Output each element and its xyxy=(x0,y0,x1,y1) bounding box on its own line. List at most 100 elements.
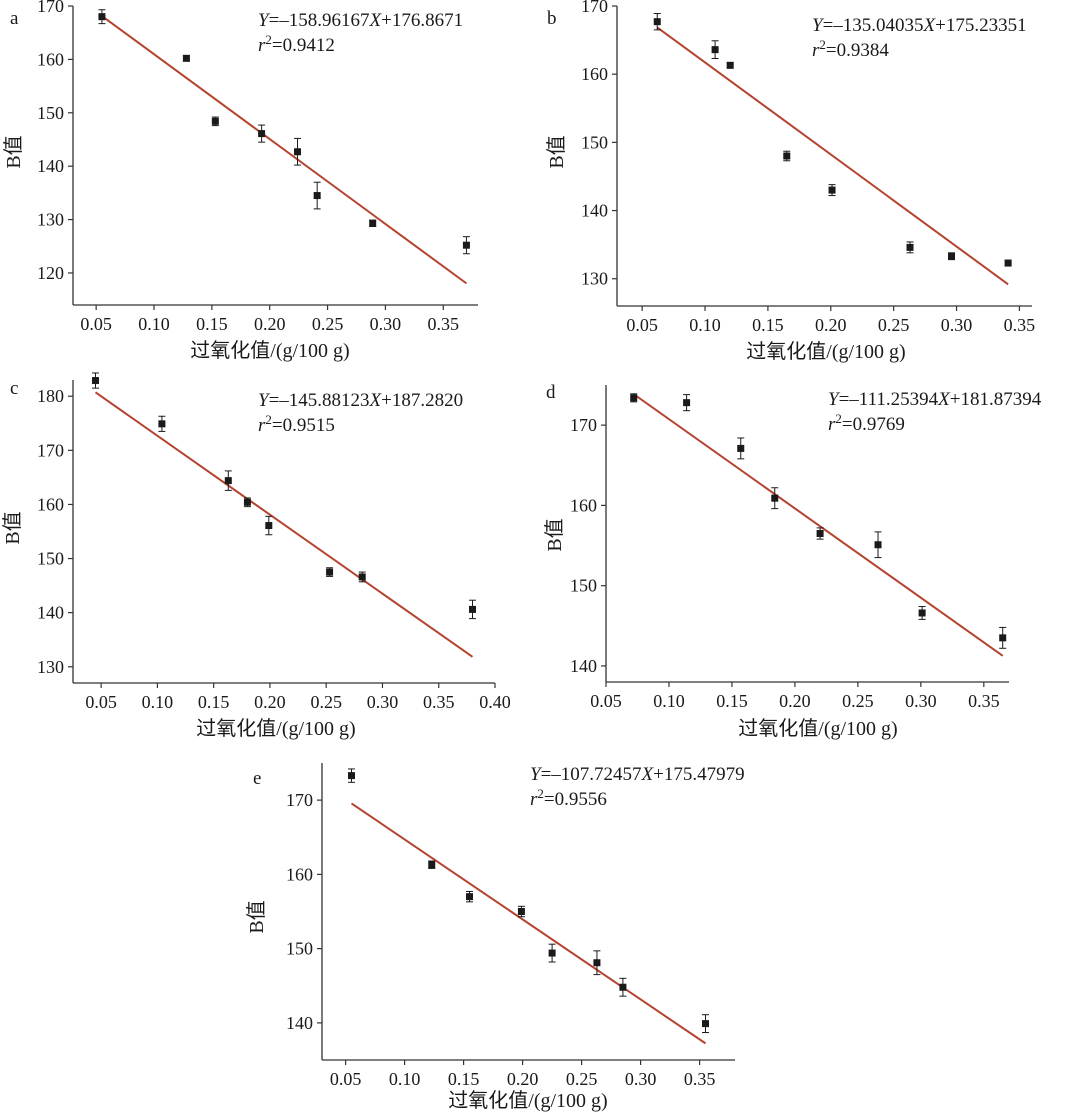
panel-c-panel-label: c xyxy=(10,378,18,399)
panel-a-equation: Y=–158.96167X+176.8671 xyxy=(258,10,463,31)
panel-a-data-point xyxy=(462,241,470,249)
panel-e-x-tick-label: 0.20 xyxy=(507,1069,539,1089)
panel-c-data-point xyxy=(265,522,273,530)
panel-c-data-point xyxy=(224,477,232,485)
panel-a-x-tick-label: 0.05 xyxy=(80,314,112,334)
panel-e-data-point xyxy=(517,908,525,915)
panel-b-data-point xyxy=(783,152,791,160)
panel-e-x-tick-label: 0.10 xyxy=(389,1069,421,1089)
panel-d-data-point xyxy=(874,541,882,549)
panel-a-y-tick-label: 160 xyxy=(37,49,64,69)
panel-b-chart: 0.05 0.10 0.15 0.20 0.25 0.30 0.35 130 140 150 160… xyxy=(545,0,1035,363)
panel-e-x-tick-label: 0.05 xyxy=(330,1069,362,1089)
panel-a-x-tick-label: 0.20 xyxy=(254,314,286,334)
panel-a-y-axis-label: B值 xyxy=(2,135,25,168)
panel-b-data-point xyxy=(653,18,661,26)
panel-d-y-tick-label: 150 xyxy=(570,576,597,596)
panel-b-y-tick-label: 130 xyxy=(581,269,608,289)
panel-e-data-point xyxy=(548,949,556,957)
panel-c-x-tick-label: 0.35 xyxy=(423,692,455,712)
panel-e-y-tick-label: 140 xyxy=(286,1013,313,1033)
panel-c-r-squared: r2=0.9515 xyxy=(258,412,335,436)
panel-c-x-tick-label: 0.10 xyxy=(142,692,174,712)
panel-c-chart: 0.05 0.10 0.15 0.20 0.25 0.30 0.35 0.40 130 140 15… xyxy=(1,372,511,740)
panel-d-chart: 0.05 0.10 0.15 0.20 0.25 0.30 0.35 140 150 160 170… xyxy=(543,382,1042,740)
panel-a-fit-line xyxy=(101,15,468,285)
panel-e-r-squared: r2=0.9556 xyxy=(530,786,607,810)
panel-c-data-point xyxy=(468,605,476,613)
panel-b-x-tick-label: 0.10 xyxy=(689,315,721,335)
panel-b-fit-line xyxy=(656,26,1009,286)
panel-b-y-tick-label: 140 xyxy=(581,201,608,221)
panel-b-x-tick-label: 0.05 xyxy=(626,315,658,335)
panel-e-data-point xyxy=(466,893,473,901)
panel-e-data-point xyxy=(348,772,355,780)
panel-d-x-tick-label: 0.30 xyxy=(905,691,937,711)
panel-d-x-tick-label: 0.10 xyxy=(653,691,685,711)
panel-b-r-squared: r2=0.9384 xyxy=(812,37,889,61)
panel-a-y-tick-label: 120 xyxy=(37,263,64,283)
panel-d-x-tick-label: 0.05 xyxy=(590,691,622,711)
panel-d-y-tick-label: 170 xyxy=(570,415,597,435)
panel-c-x-axis-label: 过氧化值/(g/100 g) xyxy=(196,717,355,740)
panel-e-chart: 0.05 0.10 0.15 0.20 0.25 0.30 0.35 140 150 160 170… xyxy=(245,763,745,1112)
panel-a-data-point xyxy=(211,117,219,125)
panel-c-data-point xyxy=(358,573,366,581)
panel-d-data-point xyxy=(918,609,926,617)
panel-b-x-tick-label: 0.35 xyxy=(1004,315,1036,335)
panel-e-x-tick-label: 0.35 xyxy=(684,1069,716,1089)
panel-d-data-point xyxy=(630,394,638,402)
panel-a-data-point xyxy=(293,148,301,156)
panel-d-x-axis-label: 过氧化值/(g/100 g) xyxy=(738,717,897,740)
panel-b-data-point xyxy=(1004,259,1012,267)
panel-d-equation: Y=–111.25394X+181.87394 xyxy=(828,389,1042,410)
panel-a-y-tick-label: 150 xyxy=(37,103,64,123)
panel-c-y-tick-label: 130 xyxy=(37,657,64,677)
panel-e-y-tick-label: 150 xyxy=(286,939,313,959)
panel-c-y-tick-label: 160 xyxy=(37,494,64,514)
panel-b-data-point xyxy=(711,46,719,54)
panel-c-y-tick-label: 150 xyxy=(37,549,64,569)
panel-a-x-axis-label: 过氧化值/(g/100 g) xyxy=(190,339,349,362)
panel-a-data-point xyxy=(258,130,266,138)
panel-b-data-point xyxy=(948,252,956,260)
panel-c-x-tick-label: 0.30 xyxy=(367,692,399,712)
panel-c-equation: Y=–145.88123X+187.2820 xyxy=(258,390,463,411)
panel-a-data-point xyxy=(98,13,106,21)
panel-d-data-point xyxy=(999,634,1007,642)
panel-c-x-tick-label: 0.25 xyxy=(310,692,342,712)
panel-d-fit-line xyxy=(633,393,1004,657)
panel-a-r-squared: r2=0.9412 xyxy=(258,32,335,56)
panel-e-data-point xyxy=(702,1020,709,1028)
panel-e-x-tick-label: 0.25 xyxy=(566,1069,598,1089)
panel-b-x-tick-label: 0.25 xyxy=(878,315,910,335)
panel-c-x-tick-label: 0.15 xyxy=(198,692,230,712)
panel-e-x-tick-label: 0.15 xyxy=(448,1069,480,1089)
panel-d-panel-label: d xyxy=(546,382,556,403)
panel-a-x-tick-label: 0.25 xyxy=(312,314,344,334)
panel-c-data-point xyxy=(92,377,100,385)
panel-b-x-tick-label: 0.30 xyxy=(941,315,973,335)
panel-b-y-tick-label: 150 xyxy=(581,132,608,152)
panel-d-x-tick-label: 0.25 xyxy=(842,691,874,711)
panel-c-data-point xyxy=(158,420,166,428)
panel-b-x-axis-label: 过氧化值/(g/100 g) xyxy=(746,340,905,363)
panel-c-y-tick-label: 180 xyxy=(37,386,64,406)
panel-b-panel-label: b xyxy=(547,8,557,29)
panel-b-data-point xyxy=(906,243,914,251)
panel-d-x-tick-label: 0.15 xyxy=(716,691,748,711)
panel-d-data-point xyxy=(816,530,824,537)
panel-b-data-point xyxy=(726,61,734,69)
panel-d-data-point xyxy=(737,444,745,452)
panel-c-data-point xyxy=(326,568,334,576)
panel-a-y-tick-label: 170 xyxy=(37,0,64,16)
panel-a-y-tick-label: 140 xyxy=(37,156,64,176)
panel-e-data-point xyxy=(428,861,436,869)
panel-e-equation: Y=–107.72457X+175.47979 xyxy=(530,764,745,785)
panel-b-x-tick-label: 0.15 xyxy=(752,315,784,335)
panel-c-x-tick-label: 0.05 xyxy=(85,692,117,712)
panel-d-x-tick-label: 0.35 xyxy=(968,691,1000,711)
panel-c-y-tick-label: 140 xyxy=(37,603,64,623)
panel-b-y-tick-label: 170 xyxy=(581,0,608,16)
